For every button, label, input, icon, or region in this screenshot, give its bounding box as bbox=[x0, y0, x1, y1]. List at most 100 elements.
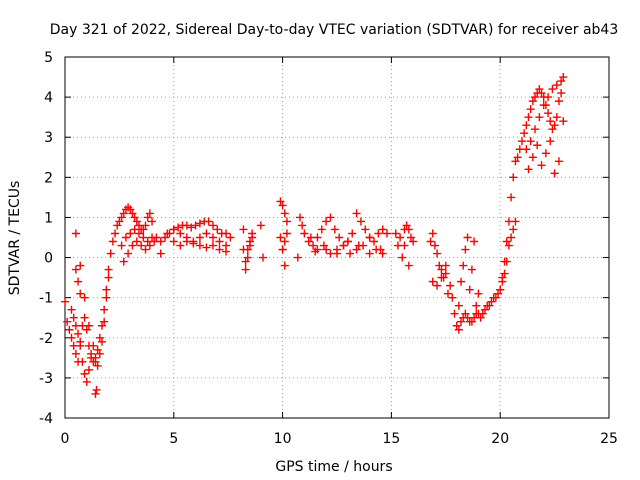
data-point bbox=[191, 221, 200, 230]
data-point bbox=[544, 93, 553, 102]
data-point bbox=[548, 125, 557, 134]
data-point bbox=[278, 201, 287, 210]
data-point bbox=[156, 237, 165, 246]
data-point bbox=[124, 249, 133, 258]
x-tick-label: 20 bbox=[491, 431, 509, 447]
data-point bbox=[365, 233, 374, 242]
data-point bbox=[61, 297, 69, 306]
data-point bbox=[97, 321, 106, 330]
data-point bbox=[554, 97, 563, 106]
data-point bbox=[428, 277, 437, 286]
data-point bbox=[306, 233, 315, 242]
data-point bbox=[215, 237, 224, 246]
data-point bbox=[95, 349, 104, 358]
data-point bbox=[245, 241, 254, 250]
data-point bbox=[298, 221, 307, 230]
data-point bbox=[132, 217, 141, 226]
data-point bbox=[71, 265, 80, 274]
data-point bbox=[63, 317, 72, 326]
x-tick-label: 25 bbox=[600, 431, 618, 447]
data-point bbox=[546, 137, 555, 146]
y-tick-label: -1 bbox=[39, 291, 53, 307]
data-point bbox=[215, 245, 224, 254]
data-point bbox=[374, 229, 383, 238]
data-point bbox=[189, 237, 198, 246]
data-point bbox=[450, 309, 459, 318]
data-point bbox=[409, 237, 418, 246]
data-point bbox=[502, 237, 511, 246]
y-tick-label: 0 bbox=[44, 251, 53, 267]
data-point bbox=[428, 229, 437, 238]
data-point bbox=[509, 225, 518, 234]
data-point bbox=[104, 265, 113, 274]
data-point bbox=[348, 229, 357, 238]
y-tick-label: 5 bbox=[44, 50, 53, 66]
data-point bbox=[97, 337, 106, 346]
data-point bbox=[195, 219, 204, 228]
data-point bbox=[461, 245, 470, 254]
data-point bbox=[80, 369, 89, 378]
data-point bbox=[319, 241, 328, 250]
data-point bbox=[513, 153, 522, 162]
data-point bbox=[104, 273, 113, 282]
data-point bbox=[404, 225, 413, 234]
data-point bbox=[241, 257, 250, 266]
data-point bbox=[507, 233, 516, 242]
data-point bbox=[156, 249, 165, 258]
data-point bbox=[443, 289, 452, 298]
data-point bbox=[76, 341, 85, 350]
data-point bbox=[130, 225, 139, 234]
data-point bbox=[311, 247, 320, 256]
data-point bbox=[369, 237, 378, 246]
data-point bbox=[526, 137, 535, 146]
data-point bbox=[169, 237, 178, 246]
data-point bbox=[134, 229, 143, 238]
data-point bbox=[282, 217, 291, 226]
data-point bbox=[130, 213, 139, 222]
data-point bbox=[541, 149, 550, 158]
data-point bbox=[500, 257, 509, 266]
data-point bbox=[383, 229, 392, 238]
grid-lines bbox=[65, 57, 609, 418]
data-point bbox=[356, 217, 365, 226]
data-point bbox=[296, 213, 305, 222]
data-point bbox=[102, 293, 111, 302]
data-point bbox=[222, 241, 231, 250]
data-point bbox=[557, 89, 566, 98]
data-point bbox=[531, 93, 540, 102]
data-point bbox=[128, 241, 137, 250]
data-point bbox=[535, 113, 544, 122]
data-point bbox=[459, 261, 468, 270]
data-point bbox=[400, 241, 409, 250]
data-point bbox=[433, 281, 442, 290]
data-point bbox=[463, 233, 472, 242]
data-point bbox=[276, 233, 285, 242]
data-point bbox=[504, 241, 513, 250]
data-point bbox=[106, 249, 115, 258]
data-point bbox=[559, 73, 568, 82]
data-point bbox=[496, 285, 505, 294]
data-point bbox=[69, 313, 78, 322]
data-point bbox=[71, 321, 80, 330]
data-point bbox=[71, 229, 80, 238]
data-point bbox=[396, 233, 405, 242]
data-point bbox=[528, 153, 537, 162]
data-point bbox=[494, 289, 503, 298]
data-point bbox=[461, 309, 470, 318]
data-point bbox=[117, 241, 126, 250]
data-point bbox=[91, 389, 100, 398]
data-point bbox=[145, 241, 154, 250]
data-point bbox=[528, 97, 537, 106]
data-point bbox=[195, 241, 204, 250]
x-tick-label: 5 bbox=[169, 431, 178, 447]
data-point bbox=[533, 141, 542, 150]
data-point bbox=[376, 245, 385, 254]
data-point bbox=[361, 225, 370, 234]
data-point bbox=[537, 89, 546, 98]
data-point bbox=[550, 169, 559, 178]
data-point bbox=[119, 257, 128, 266]
data-point bbox=[437, 265, 446, 274]
data-point bbox=[92, 385, 101, 394]
data-point bbox=[95, 333, 104, 342]
data-point bbox=[208, 221, 217, 230]
